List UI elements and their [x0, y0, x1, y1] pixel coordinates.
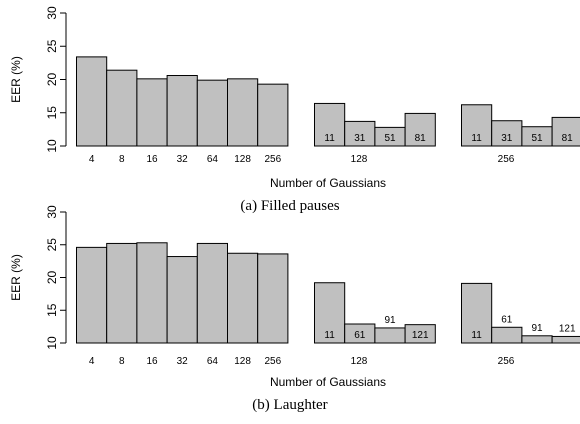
panel-a-bar	[551, 116, 580, 147]
panel-a-y-tick-label: 30	[45, 6, 59, 20]
panel-b-x-tick-label: 128	[234, 356, 251, 367]
panel-a-y-tick-label: 20	[45, 73, 59, 87]
panel-b-x-tick-label: 32	[177, 356, 189, 367]
panel-a-y-tick-label: 15	[45, 106, 59, 120]
panel-a-y-axis-label: EER (%)	[9, 56, 23, 103]
panel-a-x-tick-label: 4	[89, 154, 95, 165]
panel-b-bar	[461, 282, 493, 344]
panel-a-bar	[166, 75, 198, 147]
panel-a-bar-label: 51	[384, 133, 396, 144]
panel-a-x-axis-label: Number of Gaussians	[270, 176, 386, 190]
panel-b-caption: (b) Laughter	[252, 397, 327, 413]
panel-b-bar-label: 11	[471, 330, 482, 341]
panel-a-bar	[314, 102, 346, 147]
panel-a-bar	[257, 83, 289, 147]
panel-a-bar	[76, 56, 108, 147]
panel-a-bar	[196, 79, 229, 147]
panel-b-bar	[227, 252, 259, 344]
panel-a-bar-label: 31	[501, 133, 513, 144]
panel-a-bar	[227, 78, 259, 147]
panel-a-x-tick-label: 256	[264, 154, 281, 165]
panel-b-x-tick-label: 8	[119, 356, 125, 367]
panel-b-x-axis-label: Number of Gaussians	[270, 375, 386, 389]
panel-b-bar-label: 11	[324, 330, 335, 341]
panel-b-bar	[76, 246, 108, 344]
panel-b-bar	[314, 282, 346, 344]
panel-a-bar	[404, 112, 436, 147]
panel-b-x-tick-label: 64	[207, 356, 219, 367]
panel-a-x-tick-label: 16	[146, 154, 158, 165]
panel-b-y-tick-label: 10	[45, 336, 59, 350]
panel-b-y-tick-label: 20	[45, 271, 59, 285]
panel-b-y-axis-label: EER (%)	[9, 254, 23, 301]
panel-a-bar	[106, 69, 138, 147]
panel-a-x-tick-label: 32	[177, 154, 189, 165]
panel-b-bar	[521, 335, 553, 344]
panel-a-y-tick-label: 10	[45, 139, 59, 153]
panel-a-caption: (a) Filled pauses	[240, 198, 339, 214]
panel-a-bar-label: 51	[531, 133, 543, 144]
panel-b-bar	[136, 242, 168, 344]
panel-b-y-tick-label: 15	[45, 303, 59, 317]
panel-b-bar	[166, 256, 198, 344]
panel-a-group-label: 128	[351, 154, 368, 165]
panel-b-bar-label: 91	[384, 315, 396, 326]
panel-a-bar-label: 11	[324, 133, 335, 144]
panel-a-x-tick-label: 8	[119, 154, 125, 165]
panel-a-group-label: 256	[498, 154, 515, 165]
panel-b-x-tick-label: 16	[146, 356, 158, 367]
panel-b-group-label: 128	[351, 356, 368, 367]
panel-b-x-tick-label: 256	[264, 356, 281, 367]
panel-b-bar	[404, 324, 436, 344]
panel-b-bar-label: 91	[531, 323, 543, 334]
panel-a-bar	[491, 120, 523, 147]
panel-b-y-tick-label: 30	[45, 205, 59, 219]
panel-b-bar	[374, 327, 406, 344]
panel-a-bar-label: 81	[415, 133, 427, 144]
panel-b-group-label: 256	[498, 356, 515, 367]
panel-b-bar	[106, 242, 138, 344]
panel-a-bar	[461, 104, 493, 147]
panel-b-bar	[257, 253, 289, 344]
panel-a-bar-label: 31	[354, 133, 366, 144]
panel-b-bar-label: 121	[559, 323, 576, 334]
panel-a-bar-label: 81	[562, 133, 574, 144]
panel-b-bar	[491, 326, 523, 344]
panel-a-bar-label: 11	[471, 133, 482, 144]
panel-a-x-tick-label: 128	[234, 154, 251, 165]
panel-a-bar	[136, 78, 168, 147]
panel-b-bar-label: 121	[412, 330, 429, 341]
panel-a-y-tick-label: 25	[45, 39, 59, 53]
panel-b-bar	[196, 242, 229, 344]
panel-a-x-tick-label: 64	[207, 154, 219, 165]
panel-b-bar-label: 61	[354, 330, 366, 341]
panel-b-x-tick-label: 4	[89, 356, 95, 367]
panel-b-y-tick-label: 25	[45, 238, 59, 252]
panel-b-bar-label: 61	[501, 314, 513, 325]
panel-b-bar	[551, 335, 580, 344]
